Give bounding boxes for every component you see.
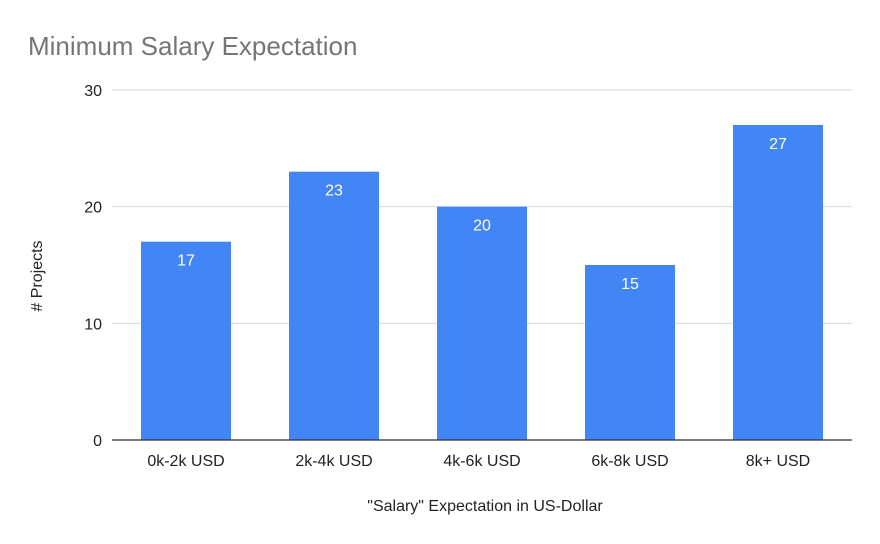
x-tick-label: 8k+ USD xyxy=(746,453,810,470)
y-axis-label: # Projects xyxy=(29,240,46,311)
y-tick-label: 30 xyxy=(84,83,102,100)
bar-1[interactable] xyxy=(141,241,231,440)
bar-3[interactable] xyxy=(437,206,527,440)
bar-value-label: 20 xyxy=(473,218,491,235)
x-axis-ticks: 0k-2k USD 2k-4k USD 4k-6k USD 6k-8k USD 8k+ … xyxy=(147,453,810,470)
bar-5[interactable] xyxy=(733,125,823,440)
x-axis-label: "Salary" Expectation in US-Dollar xyxy=(367,498,603,515)
bar-value-label: 17 xyxy=(177,253,195,270)
bar-4[interactable] xyxy=(585,265,675,440)
bar-value-label: 15 xyxy=(621,276,639,293)
x-tick-label: 2k-4k USD xyxy=(295,453,372,470)
x-tick-label: 0k-2k USD xyxy=(147,453,224,470)
chart-title: Minimum Salary Expectation xyxy=(28,31,357,61)
bar-2[interactable] xyxy=(289,171,379,440)
y-tick-label: 10 xyxy=(84,316,102,333)
x-tick-label: 4k-6k USD xyxy=(443,453,520,470)
bars xyxy=(141,125,823,440)
y-axis-ticks: 0 10 20 30 xyxy=(84,83,102,450)
data-labels: 17 23 20 15 27 xyxy=(177,136,787,293)
y-tick-label: 20 xyxy=(84,200,102,217)
bar-value-label: 27 xyxy=(769,136,787,153)
x-tick-label: 6k-8k USD xyxy=(591,453,668,470)
y-tick-label: 0 xyxy=(93,433,102,450)
bar-value-label: 23 xyxy=(325,183,343,200)
